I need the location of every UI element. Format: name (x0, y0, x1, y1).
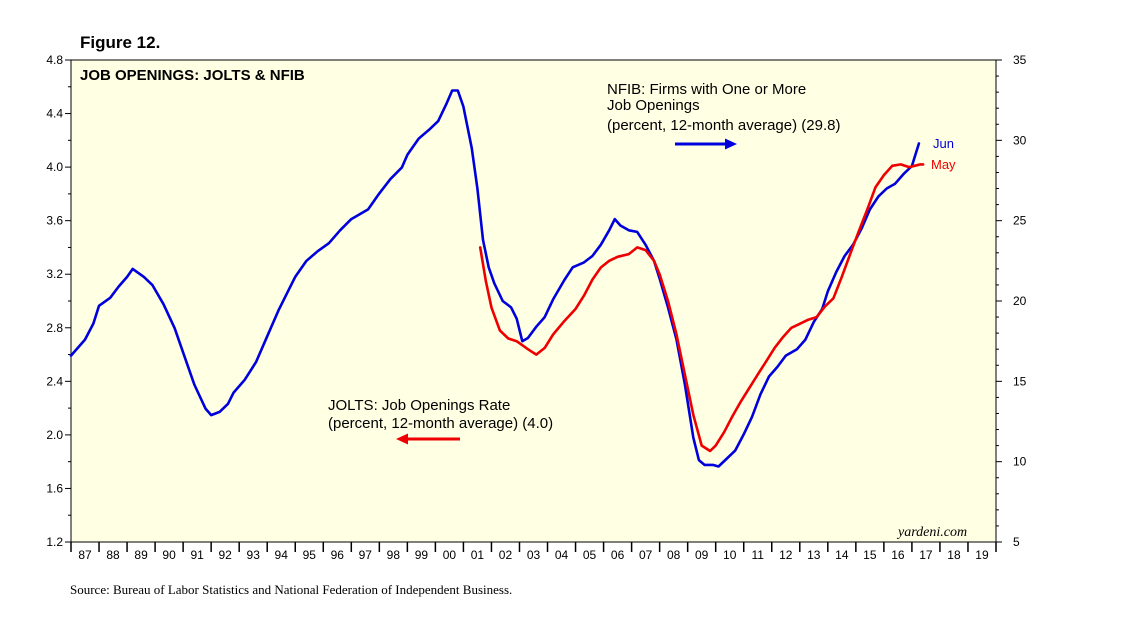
left-tick-label: 4.8 (46, 53, 63, 67)
x-tick-label: 00 (443, 548, 457, 562)
right-tick-label: 5 (1013, 535, 1020, 549)
x-tick-label: 95 (303, 548, 317, 562)
watermark: yardeni.com (896, 525, 967, 540)
x-tick-label: 18 (947, 548, 961, 562)
left-tick-label: 4.0 (46, 160, 63, 174)
x-tick-label: 88 (106, 548, 120, 562)
x-tick-label: 90 (162, 548, 176, 562)
jolts-end-label: May (931, 157, 956, 172)
left-tick-label: 3.2 (46, 267, 63, 281)
left-tick-label: 3.6 (46, 214, 63, 228)
left-tick-label: 2.4 (46, 374, 63, 388)
x-tick-label: 06 (611, 548, 625, 562)
x-tick-label: 89 (134, 548, 148, 562)
plot-background (70, 59, 997, 543)
jolts-annotation-line-2: (percent, 12-month average) (4.0) (328, 415, 553, 432)
x-tick-label: 13 (807, 548, 821, 562)
x-tick-label: 92 (218, 548, 232, 562)
x-tick-label: 94 (275, 548, 289, 562)
x-tick-label: 02 (499, 548, 513, 562)
x-tick-label: 91 (190, 548, 204, 562)
right-tick-label: 25 (1013, 214, 1027, 228)
x-tick-label: 15 (863, 548, 877, 562)
x-tick-label: 09 (695, 548, 709, 562)
right-arrow-icon (675, 138, 737, 150)
left-arrow-icon (396, 433, 460, 445)
x-tick-label: 16 (891, 548, 905, 562)
x-tick-label: 87 (78, 548, 92, 562)
x-tick-label: 04 (555, 548, 569, 562)
nfib-series-line (69, 89, 921, 468)
right-tick-label: 15 (1013, 374, 1027, 388)
x-tick-label: 07 (639, 548, 653, 562)
nfib-annotation-line-2: Job Openings (607, 97, 700, 114)
x-tick-label: 10 (723, 548, 737, 562)
x-tick-label: 03 (527, 548, 541, 562)
left-tick-label: 1.2 (46, 535, 63, 549)
x-tick-label: 93 (247, 548, 261, 562)
right-tick-label: 35 (1013, 53, 1027, 67)
x-tick-label: 98 (387, 548, 401, 562)
right-axis: 5 10 15 20 25 30 35 (996, 53, 1027, 549)
left-tick-label: 2.0 (46, 428, 63, 442)
nfib-annotation-line-3: (percent, 12-month average) (29.8) (607, 117, 840, 134)
right-tick-label: 30 (1013, 133, 1027, 147)
x-tick-label: 19 (975, 548, 989, 562)
right-tick-label: 10 (1013, 455, 1027, 469)
x-tick-label: 99 (415, 548, 429, 562)
jolts-annotation-line-1: JOLTS: Job Openings Rate (328, 397, 510, 414)
series-layer (69, 89, 925, 468)
right-tick-label: 20 (1013, 294, 1027, 308)
source-note: Source: Bureau of Labor Statistics and N… (70, 582, 513, 597)
jolts-series-line (478, 163, 925, 453)
nfib-annotation-line-1: NFIB: Firms with One or More (607, 81, 806, 98)
left-tick-label: 1.6 (46, 481, 63, 495)
x-tick-label: 05 (583, 548, 597, 562)
left-tick-label: 2.8 (46, 321, 63, 335)
x-tick-label: 12 (779, 548, 793, 562)
x-tick-label: 17 (919, 548, 933, 562)
x-axis: 87 88 89 90 91 92 93 94 95 96 97 98 99 00 01 02 03 04 05 06… (70, 542, 997, 562)
x-tick-label: 97 (359, 548, 373, 562)
x-tick-label: 14 (835, 548, 849, 562)
x-tick-label: 96 (331, 548, 345, 562)
nfib-end-label: Jun (933, 136, 954, 151)
x-tick-label: 08 (667, 548, 681, 562)
figure-label: Figure 12. (80, 33, 161, 52)
x-tick-label: 01 (471, 548, 485, 562)
chart-title: JOB OPENINGS: JOLTS & NFIB (80, 67, 305, 84)
left-tick-label: 4.4 (46, 107, 63, 121)
left-axis: 1.2 1.6 2.0 2.4 2.8 3.2 3.6 4.0 4.4 4.8 (46, 53, 71, 549)
x-tick-label: 11 (752, 548, 765, 562)
